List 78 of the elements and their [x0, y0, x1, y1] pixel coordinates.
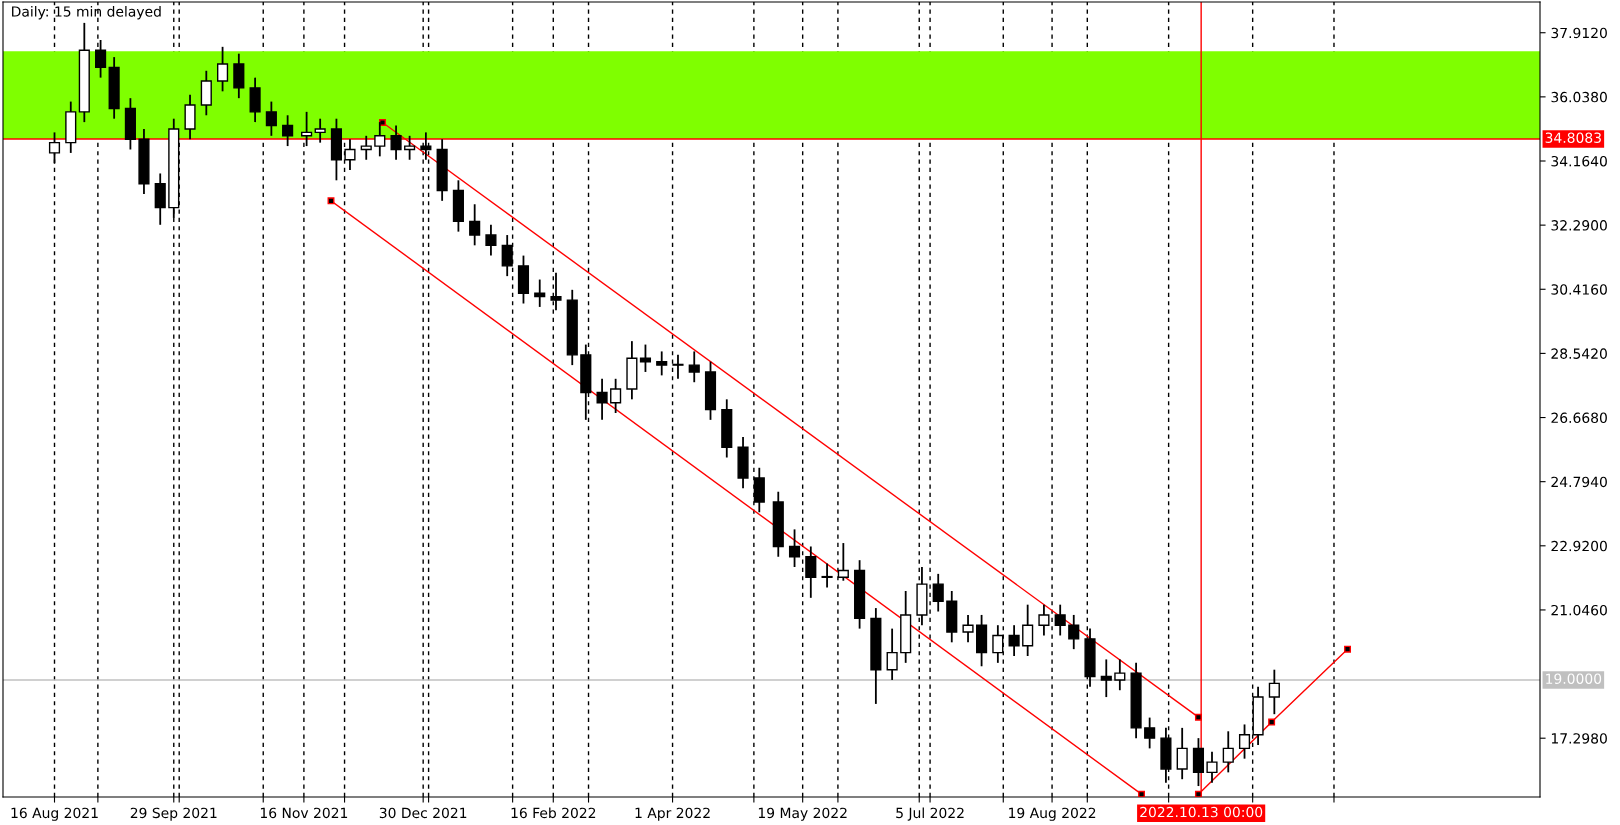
candlestick: [1268, 668, 1280, 716]
candlestick: [485, 223, 497, 257]
candlestick: [265, 100, 277, 137]
candlestick: [1144, 716, 1156, 750]
candlestick: [737, 436, 749, 490]
point: [1344, 645, 1352, 653]
y-tick-label: 17.2980: [1551, 733, 1607, 744]
candlestick: [65, 100, 77, 154]
candlestick: [854, 559, 866, 630]
candlestick: [772, 490, 784, 558]
x-tick-label: 16 Aug 2021: [11, 807, 98, 821]
x-tick-label: 30 Dec 2021: [379, 807, 467, 819]
candlestick: [821, 562, 833, 589]
point: [327, 197, 335, 205]
candlestick: [566, 288, 578, 367]
x-tick-label: 16 Nov 2021: [260, 807, 348, 819]
y-tick-label: 32.2900: [1551, 220, 1607, 231]
candlestick: [870, 607, 882, 705]
x-tick-label: 29 Sep 2021: [130, 807, 217, 821]
chart-title: Daily: 15 min delayed: [12, 5, 161, 20]
candlestick: [249, 76, 261, 124]
candlestick: [469, 203, 481, 247]
candlestick: [962, 614, 974, 644]
candlestick: [282, 114, 294, 147]
candlestick: [138, 128, 150, 195]
candlestick: [154, 172, 166, 226]
candlestick: [656, 350, 668, 377]
candlestick: [900, 590, 912, 664]
ref-line-label: 19.0000: [1546, 673, 1602, 684]
candlestick: [1054, 603, 1066, 637]
x-tick-label: 19 Aug 2022: [1009, 807, 1096, 821]
candlestick: [1114, 658, 1126, 692]
candlestick: [436, 138, 448, 202]
y-tick-label: 30.4160: [1551, 284, 1607, 295]
point: [1268, 718, 1276, 726]
y-tick-label: 28.5420: [1551, 348, 1607, 359]
y-tick-label: 36.0380: [1551, 91, 1607, 103]
point: [1194, 790, 1202, 797]
y-tick-label: 21.0460: [1551, 604, 1607, 616]
candlestick: [886, 627, 898, 681]
candlestick: [108, 56, 120, 120]
candlestick: [688, 350, 700, 384]
candlestick: [932, 572, 944, 613]
candlestick: [200, 69, 212, 117]
point: [1194, 713, 1202, 721]
candlestick: [1130, 661, 1142, 740]
candlestick: [233, 52, 245, 100]
candlestick: [390, 124, 402, 161]
point: [1138, 790, 1145, 797]
x-tick-label: 19 May 2022: [758, 807, 847, 821]
candlestick: [1222, 730, 1234, 774]
candlestick: [946, 590, 958, 644]
x-tick-label: 5 Jul 2022: [896, 807, 964, 821]
candlestick: [1206, 750, 1218, 784]
candlestick: [404, 134, 416, 161]
candlestick: [78, 21, 90, 124]
candlestick: [626, 340, 638, 401]
candlestick: [805, 545, 817, 599]
candlestick: [184, 93, 196, 141]
ref-line-label: 2022.10.13 00:00: [1140, 806, 1263, 818]
candlestick: [360, 134, 372, 161]
candlestick: [1068, 614, 1080, 651]
candlestick: [1176, 726, 1188, 781]
ref-line-label: 34.8083: [1545, 132, 1601, 143]
candlestick: [1022, 603, 1034, 657]
y-tick-label: 22.9200: [1551, 540, 1607, 552]
candlestick: [721, 398, 733, 459]
candlestick: [596, 377, 608, 421]
candlestick: [314, 117, 326, 144]
y-tick-label: 37.9120: [1551, 27, 1607, 39]
x-tick-label: 16 Feb 2022: [511, 807, 596, 819]
candlestick: [610, 377, 622, 414]
y-tick-label: 34.1640: [1551, 155, 1607, 167]
x-tick-label: 1 Apr 2022: [635, 807, 710, 821]
y-tick-label: 26.6680: [1551, 412, 1607, 424]
candlestick: [1008, 624, 1020, 657]
y-tick-label: 24.7940: [1551, 476, 1607, 488]
candlestick: [1100, 658, 1112, 698]
